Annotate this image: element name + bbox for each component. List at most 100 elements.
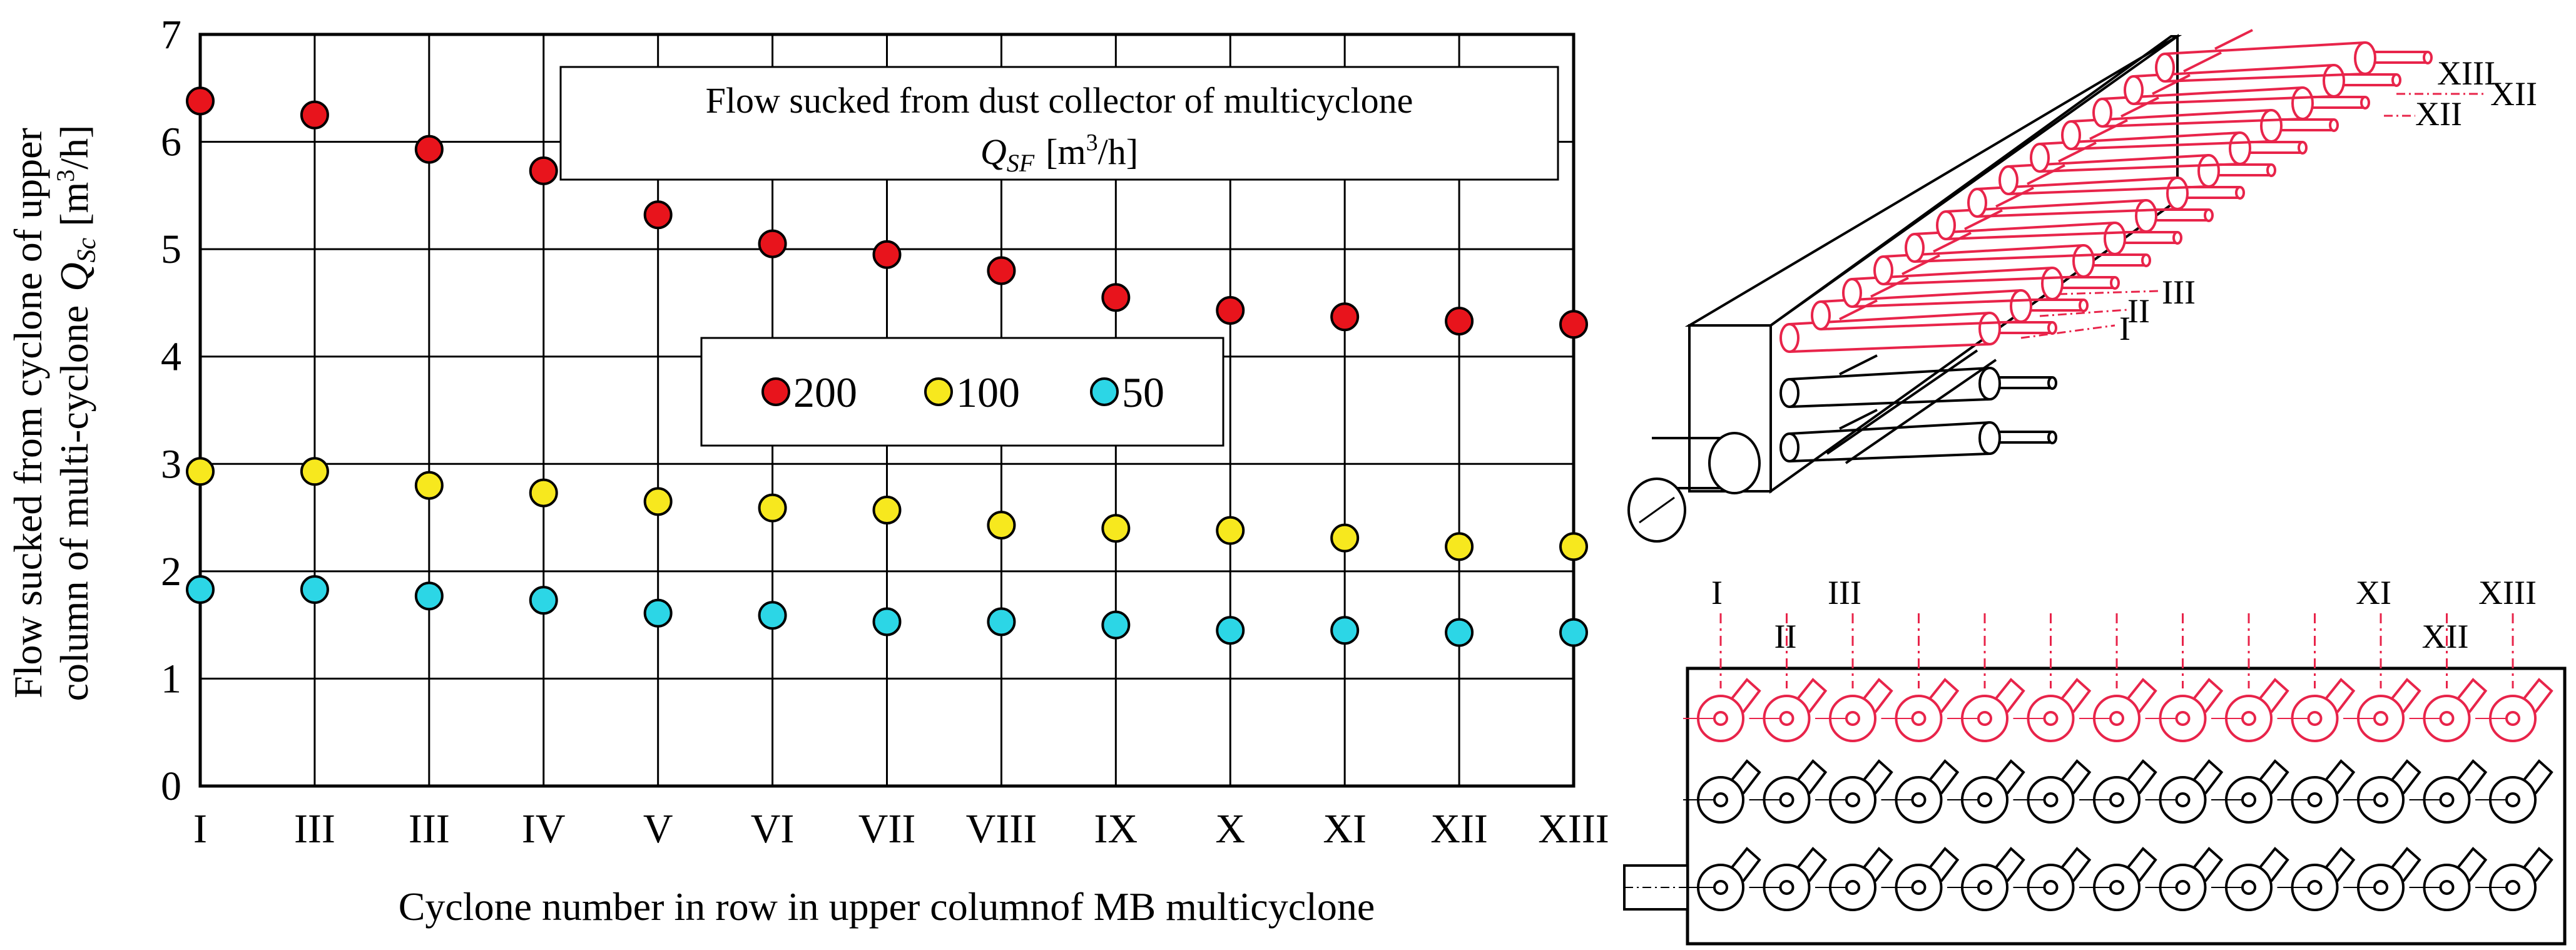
iso-label-xii-a: XII bbox=[2415, 95, 2462, 133]
legend-label-100: 100 bbox=[956, 369, 1020, 416]
legend-marker-100 bbox=[924, 377, 953, 406]
ylabel-unit-pre: [m bbox=[52, 182, 96, 227]
x-tick-label: VIII bbox=[966, 806, 1037, 852]
iso-cyclone-lower-1 bbox=[1779, 354, 2057, 408]
top-cyclone-r1-c12 bbox=[2409, 678, 2488, 742]
top-cyclone-r3-c12 bbox=[2409, 847, 2488, 911]
title-q: Q bbox=[980, 131, 1007, 172]
y-tick-labels: 0 1 2 3 4 5 6 7 bbox=[161, 12, 181, 809]
iso-leader-line bbox=[2039, 309, 2128, 317]
top-cyclone-r1-c10 bbox=[2277, 678, 2356, 742]
iso-cyclone-active-3 bbox=[1842, 254, 2120, 308]
top-cyclone-r3-c1 bbox=[1683, 847, 1761, 911]
ylabel-unit-post: /h] bbox=[52, 125, 96, 170]
point-series-100 bbox=[529, 478, 558, 508]
point-series-200 bbox=[987, 256, 1016, 285]
point-series-200 bbox=[872, 240, 902, 269]
point-series-200 bbox=[1330, 302, 1360, 332]
point-series-200 bbox=[1559, 310, 1588, 339]
point-series-100 bbox=[1330, 523, 1360, 553]
top-cyclone-r2-c12 bbox=[2409, 759, 2488, 824]
top-cyclone-r2-c10 bbox=[2277, 759, 2356, 824]
x-tick-label: III bbox=[294, 806, 335, 852]
point-series-200 bbox=[758, 229, 787, 258]
top-cyclone-r3-c10 bbox=[2277, 847, 2356, 911]
top-cyclone-r3-c3 bbox=[1815, 847, 1893, 911]
y-axis-label-line1: Flow sucked from cyclone of upper bbox=[6, 128, 50, 698]
top-label-ii: II bbox=[1774, 618, 1797, 655]
x-tick-label: V bbox=[643, 806, 673, 852]
x-tick-label: IX bbox=[1094, 806, 1138, 852]
point-series-100 bbox=[414, 471, 444, 500]
x-tick-label: X bbox=[1215, 806, 1245, 852]
top-cyclone-r3-c5 bbox=[1947, 847, 2025, 911]
chart-title-line1: Flow sucked from dust collector of multi… bbox=[706, 80, 1413, 121]
point-series-200 bbox=[1445, 307, 1474, 336]
top-cyclone-r2-c8 bbox=[2145, 759, 2224, 824]
point-series-200 bbox=[186, 86, 215, 116]
point-series-100 bbox=[872, 496, 902, 525]
point-series-100 bbox=[300, 457, 329, 486]
top-label-xiii: XIII bbox=[2478, 574, 2537, 611]
top-label-xi: XI bbox=[2356, 574, 2391, 611]
title-box bbox=[559, 66, 1559, 181]
top-cyclone-r2-c6 bbox=[2013, 759, 2092, 824]
point-series-200 bbox=[414, 135, 444, 164]
x-tick-label: XII bbox=[1430, 806, 1488, 852]
top-cyclone-r3-c2 bbox=[1749, 847, 1828, 911]
top-view-cyclones bbox=[1624, 678, 2553, 911]
chart-title-line2: QSF [m3/h] bbox=[980, 130, 1138, 177]
top-cyclone-r1-c4 bbox=[1881, 678, 1960, 742]
top-label-i: I bbox=[1711, 574, 1723, 611]
ylabel-sub: Sc bbox=[73, 237, 101, 262]
x-tick-label: IV bbox=[522, 806, 566, 852]
plot-frame bbox=[198, 33, 1576, 788]
top-cyclone-r1-c11 bbox=[2343, 678, 2421, 742]
point-series-200 bbox=[1101, 283, 1131, 312]
top-cyclone-r2-c2 bbox=[1749, 759, 1828, 824]
top-cyclone-r2-c5 bbox=[1947, 759, 2025, 824]
point-series-100 bbox=[1101, 514, 1131, 543]
x-tick-label: I bbox=[193, 806, 207, 852]
y-axis-label-line2: column of multi-cyclone QSc [m3/h] bbox=[51, 125, 101, 702]
point-series-100 bbox=[758, 493, 787, 523]
iso-label-ii: II bbox=[2127, 292, 2150, 330]
top-cyclone-r3-c6 bbox=[2013, 847, 2092, 911]
iso-leader-line bbox=[2020, 324, 2115, 339]
point-series-50 bbox=[872, 607, 902, 636]
point-series-100 bbox=[643, 487, 673, 516]
top-cyclone-r2-c13 bbox=[2475, 759, 2553, 824]
point-series-100 bbox=[1445, 532, 1474, 561]
ylabel-unit-exp: 3 bbox=[51, 170, 79, 182]
point-series-50 bbox=[1330, 616, 1360, 645]
y-tick-label: 7 bbox=[161, 12, 181, 58]
title-sub: SF bbox=[1007, 149, 1035, 177]
iso-cyclone-lower-2 bbox=[1779, 409, 2057, 462]
x-tick-label: III bbox=[409, 806, 450, 852]
iso-leader-line bbox=[2058, 290, 2159, 295]
top-cyclone-r1-c3 bbox=[1815, 678, 1893, 742]
x-tick-label: VII bbox=[858, 806, 916, 852]
top-cyclone-r1-c2 bbox=[1749, 678, 1828, 742]
point-series-50 bbox=[758, 601, 787, 630]
iso-label-i: I bbox=[2119, 310, 2131, 347]
iso-label-iii: III bbox=[2162, 273, 2196, 311]
y-tick-label: 3 bbox=[161, 441, 181, 487]
point-series-200 bbox=[643, 200, 673, 230]
iso-cyclone-active-9 bbox=[2030, 119, 2308, 173]
y-tick-label: 4 bbox=[161, 334, 181, 380]
top-label-xii: XII bbox=[2422, 618, 2469, 655]
top-cyclone-r1-c13 bbox=[2475, 678, 2553, 742]
isometric-cyclones bbox=[1779, 29, 2484, 464]
top-cyclone-r2-c9 bbox=[2211, 759, 2289, 824]
top-cyclone-r1-c8 bbox=[2145, 678, 2224, 742]
x-tick-label: XIII bbox=[1538, 806, 1609, 852]
point-series-100 bbox=[1216, 516, 1245, 545]
legend-label-200: 200 bbox=[793, 369, 857, 416]
inlet-pipe-mark bbox=[1639, 496, 1675, 524]
point-series-50 bbox=[414, 581, 444, 611]
point-series-100 bbox=[1559, 532, 1588, 561]
